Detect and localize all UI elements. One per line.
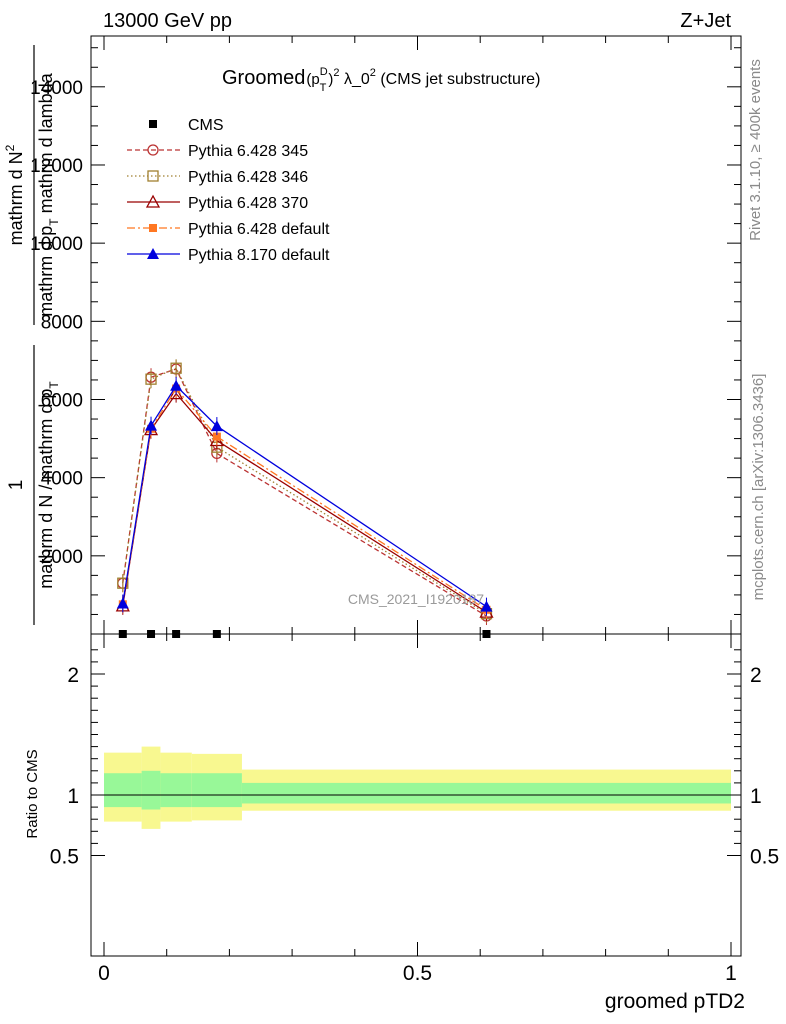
ylabel-numerator: mathrm d N2	[3, 144, 26, 245]
series-line-pythia6_370	[122, 392, 487, 613]
ylabel-den-text: mathrm d p	[36, 226, 56, 317]
ratio-y-axis: 0.5 0.5 1 1 2 2	[50, 649, 779, 869]
data-point-pythia8_default	[116, 597, 129, 609]
legend-label-pythia6_default: Pythia 6.428 default	[188, 221, 330, 238]
analysis-watermark: CMS_2021_I1920187	[348, 591, 484, 607]
y-tick-label: 12000	[30, 156, 83, 177]
rivet-version-text: Rivet 3.1.10, ≥ 400k events	[747, 59, 764, 241]
x-tick-label: 1	[725, 962, 737, 985]
title-p-close: )	[328, 71, 333, 88]
data-point-pythia8_default	[145, 419, 158, 431]
legend-item-cms: CMS	[149, 117, 224, 134]
x-tick-label: 0.5	[403, 962, 432, 985]
y-tick-label: 10000	[30, 234, 83, 255]
series-line-pythia6_345	[122, 368, 487, 617]
main-y-label: 1 mathrm d N / mathrm d pT mathrm d N2 m…	[3, 45, 61, 625]
data-point-pythia8_default	[170, 379, 183, 391]
ratio-inner-band	[191, 773, 242, 808]
plot-title: Groomed(pD T)2 λ_02 (CMS jet substructure…	[222, 66, 540, 94]
ratio-y-tick-label-right: 1	[750, 785, 762, 808]
legend-label-cms: CMS	[188, 117, 224, 134]
legend-marker-pythia8_default	[147, 248, 159, 259]
ylabel-den-tail: mathrm d lambda	[36, 72, 56, 218]
legend-label-pythia8_default: Pythia 8.170 default	[188, 247, 330, 264]
x-tick-label: 0	[98, 962, 110, 985]
mcplots-reference-text: mcplots.cern.ch [arXiv:1306.3436]	[750, 374, 767, 601]
legend-marker-cms	[149, 120, 157, 128]
ratio-bands	[104, 746, 731, 829]
ratio-inner-band	[160, 773, 192, 808]
legend-item-pythia8_default: Pythia 8.170 default	[127, 247, 330, 264]
legend-item-pythia6_370: Pythia 6.428 370	[127, 194, 308, 212]
ylabel-num-sup: 2	[3, 144, 17, 151]
legend-marker-pythia6_346	[147, 170, 159, 182]
ylabel-prefix-den-sub: T	[47, 381, 61, 389]
energy-label: 13000 GeV pp	[103, 10, 232, 32]
title-exp: 2	[333, 67, 339, 79]
data-point-pythia6_346	[145, 373, 157, 385]
ylabel-num-text: mathrm d N	[6, 151, 26, 245]
legend-label-pythia6_370: Pythia 6.428 370	[188, 195, 308, 212]
ratio-y-tick-label: 0.5	[50, 846, 79, 869]
title-tail: (CMS jet substructure)	[376, 71, 540, 88]
ratio-inner-band	[241, 782, 731, 804]
legend-label-pythia6_345: Pythia 6.428 345	[188, 143, 308, 160]
y-tick-label: 4000	[41, 469, 83, 490]
series-pythia8_default	[116, 376, 493, 616]
legend-marker-pythia6_370	[145, 194, 161, 208]
ylabel-prefix-numerator: 1	[6, 480, 27, 491]
title-lambda: λ_0	[340, 71, 370, 88]
title-p-sub: T	[320, 82, 327, 94]
title-p-sup: D	[320, 66, 328, 78]
y-tick-label: 2000	[41, 547, 83, 568]
process-label: Z+Jet	[680, 10, 731, 32]
legend-marker-pythia6_default	[149, 224, 157, 232]
ylabel-prefix-denominator: mathrm d N / mathrm d pT	[36, 381, 61, 589]
legend-item-pythia6_346: Pythia 6.428 346	[127, 169, 308, 186]
data-point-pythia6_346	[170, 362, 182, 374]
data-point-pythia8_default	[210, 420, 223, 432]
data-point-pythia6_default	[212, 432, 221, 441]
ratio-inner-band	[141, 770, 161, 810]
ratio-y-tick-label-right: 2	[750, 664, 762, 687]
series-line-pythia6_default	[122, 387, 487, 611]
y-tick-label: 6000	[41, 390, 83, 411]
y-tick-label: 8000	[41, 312, 83, 333]
series-pythia6_default	[118, 379, 491, 619]
ylabel-den-sub: T	[47, 218, 61, 226]
ratio-y-label: Ratio to CMS	[24, 749, 41, 838]
title-p: (p	[306, 71, 319, 88]
y-tick-label: 14000	[30, 78, 83, 99]
ylabel-prefix-den-text: mathrm d N / mathrm d p	[36, 389, 56, 589]
ratio-y-tick-label: 1	[67, 785, 79, 808]
ratio-y-tick-label: 2	[67, 664, 79, 687]
ratio-y-tick-label-right: 0.5	[750, 846, 779, 869]
ratio-inner-band	[104, 773, 142, 808]
legend: CMS Pythia 6.428 345 Pythia 6.428 346 Pythi…	[127, 117, 330, 264]
data-point-pythia6_346	[117, 577, 129, 589]
x-axis: 0 0.5 1	[98, 634, 737, 985]
legend-item-pythia6_345: Pythia 6.428 345	[127, 143, 308, 160]
data-point-pythia8_default	[480, 600, 493, 612]
title-main: Groomed	[222, 67, 305, 89]
series-pythia6_345	[117, 360, 493, 626]
main-y-axis: 2000 4000 6000 8000 10000 12000 14000	[30, 36, 741, 634]
legend-item-pythia6_default: Pythia 6.428 default	[127, 221, 330, 238]
legend-marker-pythia6_345	[147, 144, 159, 156]
legend-label-pythia6_346: Pythia 6.428 346	[188, 169, 308, 186]
ylabel-denominator: mathrm d pT mathrm d lambda	[36, 72, 61, 316]
title-lambda-exp: 2	[370, 67, 376, 79]
x-axis-label: groomed pTD2	[605, 990, 745, 1013]
